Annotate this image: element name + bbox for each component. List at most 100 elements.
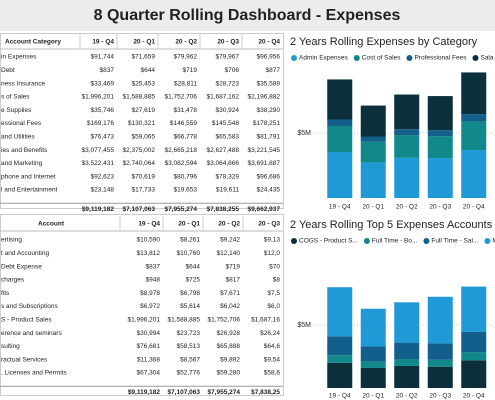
chart-title: 2 Years Rolling Top 5 Expenses Accounts	[290, 219, 493, 231]
cell-value: $9,242	[220, 237, 240, 244]
total-value: $7,955,274	[164, 206, 197, 213]
x-tick-label: 20 - Q1	[362, 204, 384, 211]
cell-value: $1,996,201	[81, 94, 114, 101]
row-label: l and Entertainment	[1, 187, 58, 194]
cell-value: $79,967	[216, 54, 240, 61]
cell-value: $837	[146, 263, 161, 270]
cell-value: $70,619	[132, 173, 156, 180]
column-header: 19 - Q4	[138, 221, 160, 228]
cell-value: $8,567	[180, 356, 200, 363]
cell-value: $52,776	[177, 370, 201, 377]
cell-value: $1,588,885	[122, 94, 155, 101]
cell-value: $7,671	[220, 290, 240, 297]
cell-value: $59,280	[217, 370, 241, 377]
cell-value: $169,176	[87, 120, 114, 127]
row-label: e Supplies	[1, 107, 32, 114]
column-header: 19 - Q4	[92, 39, 114, 46]
column-header: 20 - Q1	[178, 221, 200, 228]
column-header: 20 - Q3	[258, 221, 280, 228]
cell-value: $8,978	[140, 290, 160, 297]
cell-value: $146,559	[170, 120, 197, 127]
cell-value: $817	[226, 277, 241, 284]
cell-value: $71,659	[132, 54, 156, 61]
bar-segment	[394, 94, 420, 130]
row-label: s and Subscriptions	[1, 303, 58, 310]
total-value: $7,955,274	[207, 389, 240, 396]
bar-segment	[394, 135, 420, 158]
bar-segment	[394, 365, 420, 388]
total-value: $9,119,182	[82, 206, 115, 213]
legend-label: Sala	[480, 55, 493, 62]
cell-value: $79,962	[174, 54, 198, 61]
bar-segment	[394, 342, 420, 360]
column-header: Account Category	[5, 39, 61, 46]
dashboard-title: 8 Quarter Rolling Dashboard - Expenses	[94, 7, 401, 24]
cell-value: $92,623	[91, 173, 115, 180]
bar-segment	[394, 157, 420, 198]
cell-value: $3,691,887	[247, 160, 280, 167]
cell-value: $644	[141, 67, 156, 74]
row-label: ness Insurance	[1, 80, 45, 87]
cell-value: $8	[273, 277, 281, 284]
cell-value: $3,077,455	[81, 147, 114, 154]
cell-value: $17,733	[132, 187, 156, 194]
row-label: Debt	[1, 67, 15, 74]
cell-value: $96,686	[257, 173, 281, 180]
table-panel	[0, 33, 284, 209]
legend-label: Admin Expenses	[299, 55, 349, 62]
column-header: 20 - Q1	[133, 39, 155, 46]
cell-value: $23,723	[177, 330, 201, 337]
legend-swatch	[472, 55, 479, 61]
bar-segment	[360, 367, 386, 388]
cell-value: $30,994	[137, 330, 161, 337]
bar-segment	[394, 129, 420, 136]
bar-segment	[461, 121, 487, 151]
cell-value: $719	[183, 67, 198, 74]
cell-value: $3,064,866	[206, 160, 239, 167]
x-tick-label: 20 - Q3	[429, 393, 451, 400]
charts: 2 Years Rolling Expenses by Category Admi…	[290, 36, 495, 400]
cell-value: $1,588,885	[167, 317, 200, 324]
cell-value: $145,548	[212, 120, 239, 127]
cell-value: $58,6	[264, 370, 281, 377]
legend-label: Full Time - Sal...	[431, 238, 478, 245]
cell-value: $78,329	[216, 173, 240, 180]
cell-value: $644	[186, 263, 201, 270]
legend-label: Cost of Sales	[362, 55, 401, 62]
legend-swatch	[406, 55, 413, 61]
total-value: $7,838,25	[251, 389, 280, 396]
bar-segment	[461, 352, 487, 361]
legend-swatch	[353, 55, 360, 61]
bar-segment	[427, 343, 453, 360]
cell-value: $81,791	[257, 134, 281, 141]
legend-swatch	[363, 238, 370, 244]
cell-value: $2,740,064	[122, 160, 155, 167]
legend-label: COGS - Product S...	[299, 238, 358, 245]
title-bar	[0, 0, 495, 31]
x-tick-label: 19 - Q4	[329, 393, 351, 400]
cell-value: $9,54	[264, 356, 281, 363]
column-header: 20 - Q2	[175, 39, 197, 46]
x-tick-label: 20 - Q2	[396, 393, 418, 400]
column-header: Account	[38, 221, 65, 228]
x-tick-label: 20 - Q1	[362, 393, 384, 400]
y-tick-label: $5M	[297, 322, 311, 329]
row-label: and Marketing	[1, 160, 43, 167]
bar-segment	[461, 286, 487, 332]
cell-value: $6,798	[180, 290, 200, 297]
bar-segment	[327, 336, 353, 356]
bar-segment	[427, 366, 453, 388]
cell-value: $64,6	[264, 343, 281, 350]
cell-value: $25,453	[132, 80, 156, 87]
cell-value: $3,221,545	[247, 147, 280, 154]
x-tick-label: 20 - Q2	[396, 204, 418, 211]
table-panel	[0, 214, 284, 396]
total-value: $9,119,182	[128, 389, 161, 396]
cell-value: $178,251	[253, 120, 280, 127]
bar-segment	[327, 355, 353, 363]
cell-value: $26,24	[260, 330, 280, 337]
bar-segment	[360, 141, 386, 163]
legend-label: Full Time - Bo...	[372, 238, 418, 245]
bar-segment	[394, 302, 420, 343]
cell-value: $24,435	[257, 187, 281, 194]
